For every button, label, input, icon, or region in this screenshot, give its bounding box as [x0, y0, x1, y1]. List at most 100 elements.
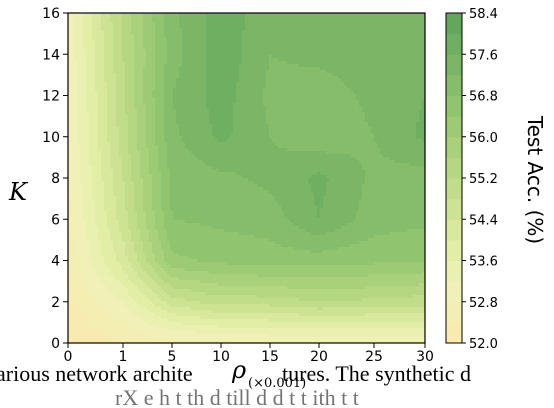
contour-cell	[320, 13, 324, 17]
contour-cell	[74, 28, 78, 32]
contour-cell	[272, 40, 276, 44]
contour-cell	[359, 67, 363, 71]
contour-cell	[398, 109, 402, 113]
contour-cell	[338, 103, 342, 107]
contour-cell	[212, 67, 216, 71]
contour-cell	[197, 82, 201, 86]
contour-cell	[86, 118, 90, 122]
contour-cell	[80, 97, 84, 101]
contour-cell	[116, 13, 120, 17]
contour-cell	[329, 61, 333, 65]
contour-cell	[101, 94, 105, 98]
contour-cell	[212, 130, 216, 134]
contour-cell	[98, 40, 102, 44]
contour-cell	[404, 106, 408, 110]
contour-cell	[215, 58, 219, 62]
contour-cell	[257, 28, 261, 32]
contour-cell	[92, 46, 96, 50]
contour-cell	[347, 49, 351, 53]
contour-cell	[389, 34, 393, 38]
contour-cell	[83, 124, 87, 128]
contour-cell	[338, 73, 342, 77]
contour-cell	[260, 49, 264, 53]
contour-cell	[353, 112, 357, 116]
contour-cell	[185, 100, 189, 104]
contour-cell	[131, 109, 135, 113]
contour-cell	[389, 19, 393, 23]
contour-cell	[137, 28, 141, 32]
contour-cell	[416, 70, 420, 74]
contour-cell	[224, 37, 228, 41]
contour-cell	[323, 34, 327, 38]
contour-cell	[398, 58, 402, 62]
contour-cell	[206, 91, 210, 95]
contour-cell	[161, 121, 165, 125]
contour-cell	[77, 19, 81, 23]
contour-cell	[344, 43, 348, 47]
contour-cell	[245, 118, 249, 122]
contour-cell	[218, 103, 222, 107]
contour-cell	[266, 133, 270, 137]
contour-cell	[281, 73, 285, 77]
contour-cell	[80, 31, 84, 35]
contour-cell	[263, 37, 267, 41]
contour-cell	[146, 22, 150, 26]
contour-cell	[179, 70, 183, 74]
contour-cell	[380, 82, 384, 86]
contour-cell	[386, 94, 390, 98]
contour-cell	[173, 19, 177, 23]
contour-cell	[344, 106, 348, 110]
contour-cell	[410, 73, 414, 77]
contour-cell	[86, 22, 90, 26]
contour-cell	[374, 136, 378, 140]
contour-cell	[167, 106, 171, 110]
contour-cell	[74, 115, 78, 119]
contour-cell	[137, 13, 141, 17]
contour-cell	[413, 16, 417, 20]
contour-cell	[212, 19, 216, 23]
contour-cell	[71, 52, 75, 56]
contour-cell	[146, 124, 150, 128]
contour-cell	[398, 97, 402, 101]
contour-cell	[146, 16, 150, 20]
contour-cell	[239, 55, 243, 59]
contour-cell	[344, 46, 348, 50]
contour-cell	[173, 103, 177, 107]
contour-cell	[401, 106, 405, 110]
contour-cell	[83, 55, 87, 59]
contour-cell	[266, 43, 270, 47]
contour-cell	[143, 82, 147, 86]
contour-cell	[401, 73, 405, 77]
contour-cell	[398, 55, 402, 59]
contour-cell	[104, 76, 108, 80]
contour-cell	[74, 76, 78, 80]
contour-cell	[335, 70, 339, 74]
contour-cell	[140, 124, 144, 128]
contour-cell	[374, 82, 378, 86]
contour-cell	[89, 76, 93, 80]
contour-cell	[338, 124, 342, 128]
contour-cell	[209, 25, 213, 29]
contour-cell	[233, 127, 237, 131]
contour-cell	[401, 46, 405, 50]
contour-cell	[80, 46, 84, 50]
contour-cell	[191, 13, 195, 17]
contour-cell	[404, 34, 408, 38]
contour-cell	[128, 34, 132, 38]
contour-cell	[377, 130, 381, 134]
contour-cell	[320, 19, 324, 23]
contour-cell	[245, 40, 249, 44]
contour-cell	[293, 115, 297, 119]
contour-cell	[191, 112, 195, 116]
contour-cell	[107, 118, 111, 122]
contour-cell	[83, 82, 87, 86]
contour-cell	[275, 25, 279, 29]
contour-cell	[179, 22, 183, 26]
contour-cell	[95, 106, 99, 110]
contour-cell	[221, 22, 225, 26]
contour-cell	[86, 85, 90, 89]
contour-cell	[296, 100, 300, 104]
contour-cell	[314, 94, 318, 98]
contour-cell	[104, 70, 108, 74]
contour-cell	[248, 91, 252, 95]
